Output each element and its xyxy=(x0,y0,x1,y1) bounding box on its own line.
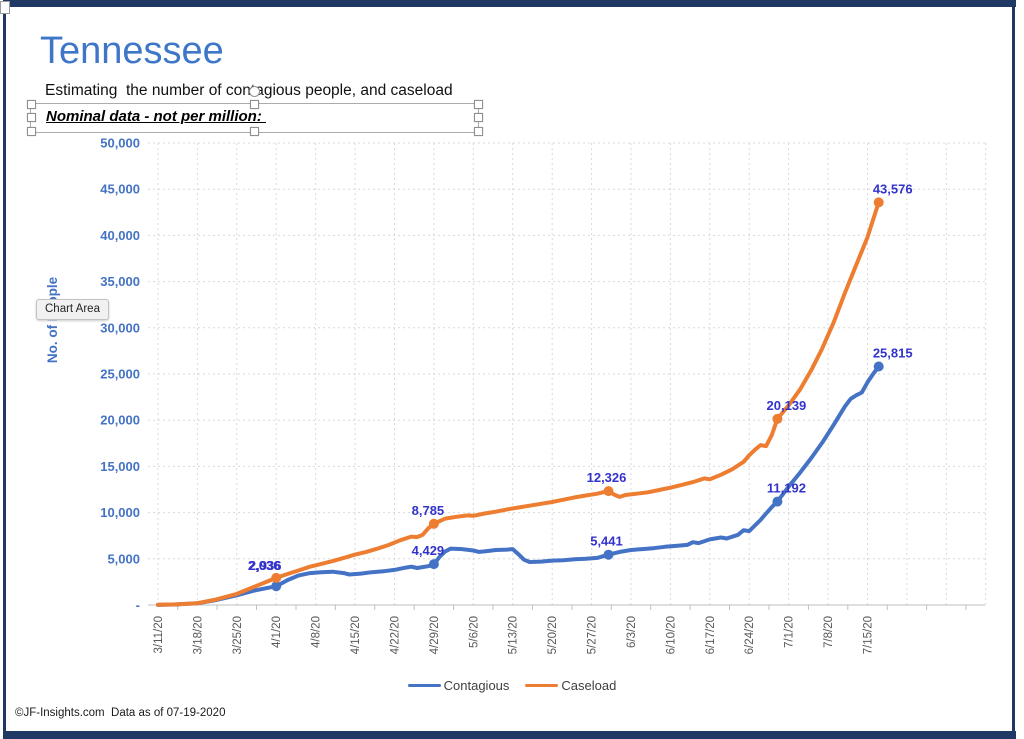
selection-handle-top-center[interactable] xyxy=(250,99,259,109)
legend-label-caseload: Caseload xyxy=(561,678,617,693)
marker-caseload[interactable] xyxy=(772,413,783,424)
footer-credit: ©JF-Insights.com Data as of 07-19-2020 xyxy=(15,707,226,719)
series-contagious[interactable] xyxy=(156,361,884,607)
svg-text:3/25/20: 3/25/20 xyxy=(232,616,244,654)
svg-text:6/3/20: 6/3/20 xyxy=(626,616,638,648)
svg-text:12,326: 12,326 xyxy=(587,470,627,485)
frame-top-border xyxy=(6,0,1016,7)
chart-subtitle: Estimating the number of contagious peop… xyxy=(45,82,453,99)
legend-item-caseload[interactable]: Caseload xyxy=(525,678,616,693)
selection-handle-bottom-left[interactable] xyxy=(26,126,36,136)
svg-text:3/18/20: 3/18/20 xyxy=(192,616,204,654)
note-text: Nominal data - not per million: xyxy=(46,108,267,125)
svg-text:8,785: 8,785 xyxy=(412,503,445,518)
svg-text:2,036: 2,036 xyxy=(248,558,281,573)
x-axis-labels: 3/11/20 3/18/20 3/25/20 4/1/20 4/8/20 4/15/20… xyxy=(153,616,875,654)
svg-text:-: - xyxy=(136,598,140,613)
selection-handle-bottom-center[interactable] xyxy=(250,126,259,136)
svg-text:35,000: 35,000 xyxy=(100,274,140,289)
svg-text:4/29/20: 4/29/20 xyxy=(429,616,441,654)
rotation-handle[interactable] xyxy=(249,86,260,97)
caseload-line-swatch xyxy=(525,683,559,688)
svg-text:7/1/20: 7/1/20 xyxy=(784,616,796,648)
selection-handle-mid-left[interactable] xyxy=(26,113,36,122)
svg-text:25,815: 25,815 xyxy=(873,346,913,361)
svg-text:6/24/20: 6/24/20 xyxy=(744,616,756,654)
legend-label-contagious: Contagious xyxy=(443,678,510,693)
svg-text:20,139: 20,139 xyxy=(767,398,807,413)
svg-text:5/13/20: 5/13/20 xyxy=(508,616,520,654)
corner-selection-handle[interactable] xyxy=(0,1,10,14)
marker-contagious[interactable] xyxy=(873,361,884,372)
selection-handle-top-right[interactable] xyxy=(473,99,483,109)
marker-caseload[interactable] xyxy=(873,197,884,208)
svg-text:11,192: 11,192 xyxy=(767,481,806,496)
svg-text:5/6/20: 5/6/20 xyxy=(468,616,480,648)
legend-item-contagious[interactable]: Contagious xyxy=(407,678,510,693)
svg-text:5,000: 5,000 xyxy=(107,551,140,566)
svg-text:40,000: 40,000 xyxy=(100,228,140,243)
svg-text:10,000: 10,000 xyxy=(100,505,140,520)
marker-caseload[interactable] xyxy=(428,518,439,529)
svg-text:4/8/20: 4/8/20 xyxy=(311,616,323,648)
selection-handle-top-left[interactable] xyxy=(26,99,36,109)
marker-contagious[interactable] xyxy=(428,559,439,570)
x-axis-ticks xyxy=(177,605,967,610)
svg-text:30,000: 30,000 xyxy=(100,320,140,335)
chart-area-tooltip: Chart Area xyxy=(36,299,109,320)
series-caseload[interactable] xyxy=(156,197,884,607)
svg-text:50,000: 50,000 xyxy=(100,136,140,151)
selection-handle-bottom-right[interactable] xyxy=(473,126,483,136)
svg-text:4,429: 4,429 xyxy=(412,543,445,558)
gridlines xyxy=(148,142,987,605)
svg-text:43,576: 43,576 xyxy=(873,181,913,196)
marker-caseload[interactable] xyxy=(271,572,282,583)
marker-caseload[interactable] xyxy=(603,486,614,497)
frame-left-border xyxy=(3,0,6,731)
svg-text:6/10/20: 6/10/20 xyxy=(665,616,677,654)
y-axis-labels: - 5,000 10,000 15,000 20,000 25,000 30,000 35,0… xyxy=(100,136,140,613)
svg-text:7/8/20: 7/8/20 xyxy=(823,616,835,648)
svg-text:5/27/20: 5/27/20 xyxy=(587,616,599,654)
svg-text:45,000: 45,000 xyxy=(100,182,140,197)
data-labels: 2,036 4,429 5,441 11,192 25,815 2,936 8,785 12,… xyxy=(248,181,913,573)
frame-right-border xyxy=(1012,0,1015,731)
svg-text:25,000: 25,000 xyxy=(100,367,140,382)
marker-contagious[interactable] xyxy=(271,581,282,592)
svg-text:4/1/20: 4/1/20 xyxy=(271,616,283,648)
svg-text:2,936: 2,936 xyxy=(249,558,282,573)
marker-contagious[interactable] xyxy=(603,549,614,560)
frame-bottom-border xyxy=(3,731,1016,739)
svg-text:4/22/20: 4/22/20 xyxy=(390,616,402,654)
svg-text:7/15/20: 7/15/20 xyxy=(863,616,875,654)
page-title: Tennessee xyxy=(40,30,224,72)
marker-contagious[interactable] xyxy=(772,496,783,507)
contagious-line-swatch xyxy=(407,683,441,688)
svg-text:15,000: 15,000 xyxy=(100,459,140,474)
svg-text:5,441: 5,441 xyxy=(590,534,623,549)
selection-handle-mid-right[interactable] xyxy=(473,113,483,122)
svg-text:6/17/20: 6/17/20 xyxy=(705,616,717,654)
svg-text:20,000: 20,000 xyxy=(100,413,140,428)
svg-text:3/11/20: 3/11/20 xyxy=(153,616,165,654)
svg-text:5/20/20: 5/20/20 xyxy=(547,616,559,654)
chart-legend: Contagious Caseload xyxy=(0,678,1024,693)
svg-text:4/15/20: 4/15/20 xyxy=(350,616,362,654)
